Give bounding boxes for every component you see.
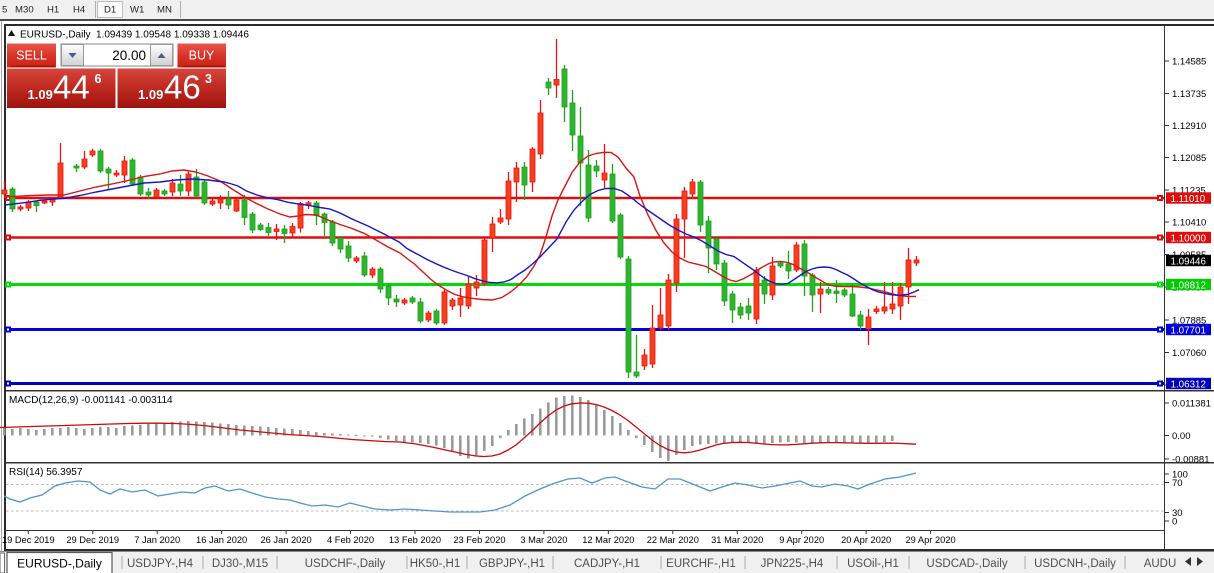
svg-text:1.08812: 1.08812 bbox=[1171, 280, 1206, 291]
svg-text:1.07060: 1.07060 bbox=[1172, 348, 1206, 359]
svg-text:12 Mar 2020: 12 Mar 2020 bbox=[582, 535, 634, 545]
svg-text:70: 70 bbox=[1172, 478, 1183, 489]
svg-text:AUDU: AUDU bbox=[1144, 558, 1177, 570]
svg-text:100: 100 bbox=[1172, 470, 1188, 481]
svg-text:1.09: 1.09 bbox=[28, 87, 53, 102]
svg-text:1.11010: 1.11010 bbox=[1171, 194, 1206, 205]
svg-text:19 Dec 2019: 19 Dec 2019 bbox=[2, 535, 55, 545]
svg-text:23 Feb 2020: 23 Feb 2020 bbox=[453, 535, 505, 545]
svg-text:H1: H1 bbox=[47, 5, 59, 16]
svg-text:3 Mar 2020: 3 Mar 2020 bbox=[520, 535, 567, 545]
svg-text:MACD(12,26,9) -0.001141 -0.003: MACD(12,26,9) -0.001141 -0.003114 bbox=[9, 395, 173, 406]
svg-text:9 Apr 2020: 9 Apr 2020 bbox=[779, 535, 824, 545]
svg-text:MN: MN bbox=[157, 5, 172, 16]
svg-text:6: 6 bbox=[95, 72, 102, 86]
svg-text:26 Jan 2020: 26 Jan 2020 bbox=[261, 535, 312, 545]
svg-text:0.00: 0.00 bbox=[1172, 431, 1191, 442]
svg-text:USDJPY-,H4: USDJPY-,H4 bbox=[127, 558, 194, 570]
svg-text:USDCAD-,Daily: USDCAD-,Daily bbox=[926, 558, 1007, 570]
svg-text:16 Jan 2020: 16 Jan 2020 bbox=[196, 535, 247, 545]
svg-text:USOil-,H1: USOil-,H1 bbox=[847, 558, 899, 570]
svg-text:22 Mar 2020: 22 Mar 2020 bbox=[647, 535, 699, 545]
svg-text:1.12910: 1.12910 bbox=[1172, 121, 1206, 132]
svg-text:3: 3 bbox=[205, 72, 212, 86]
svg-text:29 Dec 2019: 29 Dec 2019 bbox=[66, 535, 119, 545]
svg-text:USDCHF-,Daily: USDCHF-,Daily bbox=[305, 558, 386, 570]
svg-text:1.09446: 1.09446 bbox=[1171, 256, 1207, 267]
svg-text:0: 0 bbox=[1172, 517, 1177, 528]
svg-text:0.011381: 0.011381 bbox=[1172, 399, 1211, 410]
svg-text:D1: D1 bbox=[104, 5, 116, 16]
svg-text:1.10000: 1.10000 bbox=[1171, 233, 1207, 244]
svg-text:29 Apr 2020: 29 Apr 2020 bbox=[906, 535, 956, 545]
svg-text:1.11235: 1.11235 bbox=[1172, 186, 1206, 197]
svg-text:1.13735: 1.13735 bbox=[1172, 89, 1206, 100]
svg-text:30: 30 bbox=[1172, 508, 1183, 519]
svg-text:13 Feb 2020: 13 Feb 2020 bbox=[389, 535, 441, 545]
svg-text:BUY: BUY bbox=[189, 49, 215, 63]
svg-text:M30: M30 bbox=[15, 5, 34, 16]
svg-text:GBPJPY-,H1: GBPJPY-,H1 bbox=[479, 558, 545, 570]
svg-text:USDCNH-,Daily: USDCNH-,Daily bbox=[1034, 558, 1116, 570]
svg-text:4 Feb 2020: 4 Feb 2020 bbox=[327, 535, 374, 545]
svg-text:EURUSD-,Daily: EURUSD-,Daily bbox=[17, 557, 102, 571]
svg-text:1.09: 1.09 bbox=[138, 87, 163, 102]
svg-text:1.06312: 1.06312 bbox=[1171, 379, 1206, 390]
svg-text:7 Jan 2020: 7 Jan 2020 bbox=[134, 535, 180, 545]
svg-text:W1: W1 bbox=[130, 5, 144, 16]
svg-text:20 Apr 2020: 20 Apr 2020 bbox=[841, 535, 891, 545]
svg-text:44: 44 bbox=[53, 69, 90, 106]
svg-text:1.10410: 1.10410 bbox=[1172, 218, 1206, 229]
svg-text:31 Mar 2020: 31 Mar 2020 bbox=[711, 535, 763, 545]
svg-text:20.00: 20.00 bbox=[112, 48, 146, 63]
svg-text:EURCHF-,H1: EURCHF-,H1 bbox=[666, 558, 736, 570]
svg-text:46: 46 bbox=[164, 69, 201, 106]
svg-text:1.07885: 1.07885 bbox=[1172, 316, 1206, 327]
svg-text:JPN225-,H4: JPN225-,H4 bbox=[761, 558, 824, 570]
svg-text:HK50-,H1: HK50-,H1 bbox=[410, 558, 461, 570]
svg-text:SELL: SELL bbox=[16, 49, 47, 63]
svg-text:RSI(14) 56.3957: RSI(14) 56.3957 bbox=[9, 467, 83, 478]
svg-text:DJ30-,M15: DJ30-,M15 bbox=[212, 558, 268, 570]
svg-text:EURUSD-,Daily: EURUSD-,Daily bbox=[20, 30, 91, 41]
svg-text:1.12085: 1.12085 bbox=[1172, 153, 1206, 164]
svg-text:1.09439 1.09548 1.09338 1.0944: 1.09439 1.09548 1.09338 1.09446 bbox=[96, 30, 249, 41]
svg-text:H4: H4 bbox=[73, 5, 86, 16]
svg-text:-0.00881: -0.00881 bbox=[1172, 455, 1210, 466]
svg-text:1.07701: 1.07701 bbox=[1171, 325, 1206, 336]
svg-text:1.14585: 1.14585 bbox=[1172, 57, 1206, 68]
svg-text:CADJPY-,H1: CADJPY-,H1 bbox=[574, 558, 640, 570]
svg-text:5: 5 bbox=[2, 5, 7, 16]
